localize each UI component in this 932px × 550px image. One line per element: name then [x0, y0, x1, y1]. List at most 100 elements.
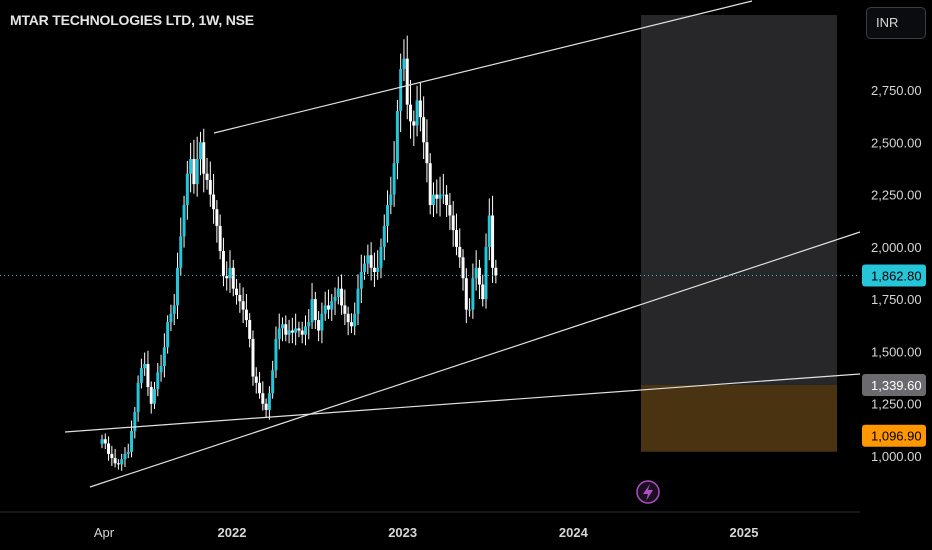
chart-icons[interactable]: [636, 480, 660, 504]
candle-body: [382, 225, 386, 247]
y-tick-label: 2,750.00: [871, 83, 922, 98]
y-tick-label: 1,750.00: [871, 292, 922, 307]
stop-zone: [641, 384, 837, 452]
candle-body: [185, 173, 189, 206]
candle-body: [235, 288, 239, 295]
candle-body: [215, 209, 219, 226]
candle-body: [297, 328, 301, 331]
stop-price-tag: 1,096.90: [871, 429, 922, 444]
candle-body: [107, 443, 111, 454]
candle-body: [133, 412, 137, 431]
candle-body: [445, 194, 449, 206]
candle-body: [471, 278, 475, 310]
candle-body: [409, 104, 413, 122]
currency-button[interactable]: INR: [866, 7, 926, 39]
candle-body: [264, 403, 268, 410]
candle-body: [484, 246, 488, 300]
lower-channel-line: [89, 231, 861, 488]
candle-body: [130, 430, 134, 452]
candle-body: [110, 453, 114, 459]
candle-body: [451, 215, 455, 231]
candle-body: [251, 338, 255, 377]
horizontal-support-line: [64, 373, 861, 433]
candle-body: [271, 370, 275, 394]
candle-body: [389, 194, 393, 206]
candle-body: [198, 142, 202, 160]
candle-body: [412, 121, 416, 126]
candle-body: [277, 328, 281, 339]
current-price-tag-bg: [862, 264, 926, 287]
candle-body: [166, 322, 170, 348]
candle-body: [261, 393, 265, 404]
lightning-icon-bolt: [643, 484, 653, 501]
candle-body: [392, 163, 396, 195]
current-price-tag: 1,862.80: [871, 269, 922, 284]
candle-body: [431, 194, 435, 206]
candle-body: [491, 215, 495, 268]
candle-body: [474, 267, 478, 279]
candle-body: [461, 257, 465, 279]
candle-body: [307, 322, 311, 327]
candle-body: [120, 459, 124, 465]
candle-body: [136, 382, 140, 413]
candle-body: [481, 284, 485, 300]
candle-body: [156, 372, 160, 390]
trendlines[interactable]: [0, 0, 861, 488]
candle-body: [274, 338, 278, 371]
candle-body: [146, 363, 150, 387]
candle-body: [284, 324, 288, 335]
candle-body: [208, 179, 212, 195]
candle-body: [317, 320, 321, 331]
candle-body: [366, 255, 370, 264]
y-tick-label: 2,500.00: [871, 135, 922, 150]
y-tick-label: 1,250.00: [871, 397, 922, 412]
candle-body: [175, 267, 179, 306]
x-tick-label: 2023: [388, 525, 417, 540]
candle-body: [454, 230, 458, 247]
candle-body: [330, 301, 334, 310]
candle-body: [228, 267, 232, 279]
candle-body: [126, 451, 130, 454]
candle-body: [300, 330, 304, 335]
candle-body: [172, 305, 176, 314]
candle-body: [428, 163, 432, 206]
candle-body: [123, 453, 127, 460]
y-tick-label: 1,500.00: [871, 344, 922, 359]
candle-body: [458, 246, 462, 258]
y-tick-label: 2,250.00: [871, 188, 922, 203]
candle-body: [320, 313, 324, 331]
candle-body: [425, 142, 429, 164]
candle-body: [369, 255, 373, 268]
candle-body: [363, 263, 367, 272]
x-tick-label: 2024: [559, 525, 589, 540]
candle-body: [372, 267, 376, 272]
candle-body: [254, 376, 258, 383]
candle-body: [169, 313, 173, 323]
candle-body: [343, 305, 347, 314]
candle-body: [395, 110, 399, 164]
axes: 1,000.00 1,250.00 1,500.00 1,750.00 2,000.00…: [0, 83, 922, 540]
candle-body: [192, 159, 196, 185]
candle-body: [468, 309, 472, 311]
risk-reward-zone[interactable]: [641, 15, 837, 452]
x-tick-label: 2025: [730, 525, 759, 540]
price-tags: 1,862.80 1,339.60 1,096.90: [862, 264, 926, 447]
candle-body: [202, 142, 206, 174]
candle-body: [333, 297, 337, 302]
candle-body: [143, 363, 147, 369]
candle-body: [287, 330, 291, 335]
candlestick-series: [100, 35, 498, 471]
candle-body: [162, 347, 166, 367]
candle-body: [326, 305, 330, 310]
candle-body: [159, 366, 163, 373]
candle-body: [313, 299, 317, 321]
candle-body: [113, 458, 117, 464]
candle-body: [182, 205, 186, 237]
stop-price-tag-bg: [862, 424, 926, 447]
lightning-icon[interactable]: [636, 480, 660, 504]
candle-body: [402, 58, 406, 70]
candle-body: [139, 368, 143, 383]
candle-body: [116, 463, 120, 465]
candle-body: [238, 294, 242, 302]
